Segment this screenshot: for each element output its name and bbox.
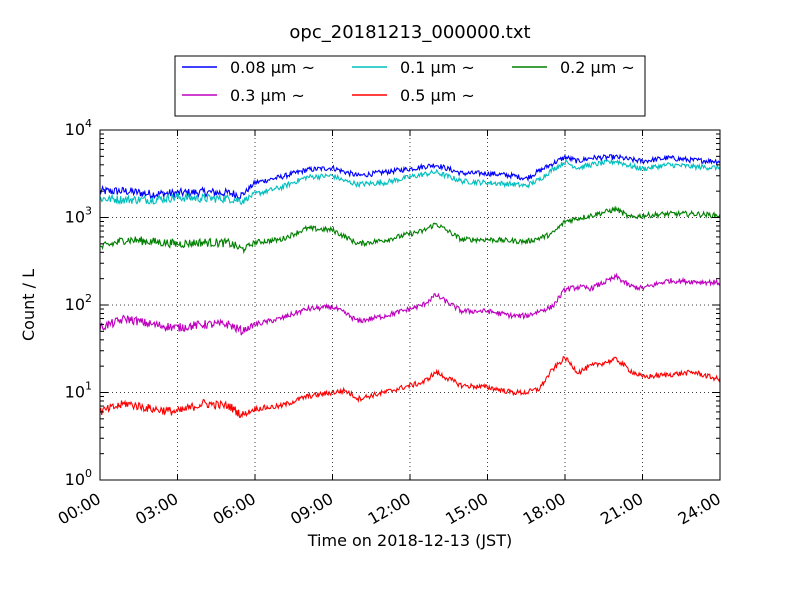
y-tick-label: 100 [65, 467, 92, 489]
x-tick-label: 09:00 [287, 489, 336, 529]
x-tick-label: 03:00 [132, 489, 181, 529]
legend-label: 0.2 μm ~ [560, 58, 635, 77]
x-tick-label: 24:00 [675, 489, 724, 529]
x-axis-label: Time on 2018-12-13 (JST) [307, 531, 512, 550]
series-line [99, 272, 721, 336]
x-tick-label: 00:00 [55, 489, 104, 529]
grid-layer [100, 130, 720, 480]
series-line [99, 356, 721, 419]
series-layer [99, 153, 721, 419]
legend-label: 0.5 μm ~ [400, 86, 475, 105]
chart-title: opc_20181213_000000.txt [289, 22, 530, 43]
y-axis-label: Count / L [19, 269, 38, 341]
series-line [99, 159, 721, 206]
legend: 0.08 μm ~ 0.1 μm ~ 0.2 μm ~ 0.3 μm ~ 0.5 μm … [174, 55, 646, 117]
legend-label: 0.08 μm ~ [230, 58, 315, 77]
x-tick-label: 12:00 [365, 489, 414, 529]
legend-label: 0.3 μm ~ [230, 86, 305, 105]
x-tick-label: 21:00 [597, 489, 646, 529]
series-line [99, 153, 721, 200]
legend-box [174, 55, 646, 117]
y-tick-label: 102 [65, 292, 92, 314]
x-tick-label: 06:00 [210, 489, 259, 529]
y-tick-label: 101 [65, 380, 92, 402]
y-tick-label: 103 [65, 205, 92, 227]
legend-label: 0.1 μm ~ [400, 58, 475, 77]
x-axis: 00:00 03:00 06:00 09:00 12:00 15:00 18:00 21:00… [55, 130, 724, 529]
y-tick-label: 104 [65, 117, 92, 139]
x-tick-label: 15:00 [442, 489, 491, 529]
y-axis: 100 101 102 103 104 [65, 117, 720, 489]
x-tick-label: 18:00 [520, 489, 569, 529]
series-line [99, 205, 721, 255]
